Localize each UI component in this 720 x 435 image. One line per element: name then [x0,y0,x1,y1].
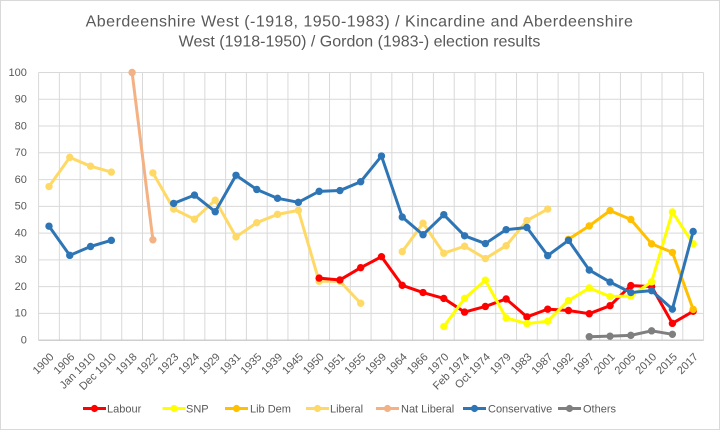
svg-text:60: 60 [15,174,27,186]
svg-text:West (1918-1950) / Gordon (198: West (1918-1950) / Gordon (1983-) electi… [179,33,541,50]
svg-text:20: 20 [15,281,27,293]
svg-text:SNP: SNP [186,403,209,415]
svg-text:Nat Liberal: Nat Liberal [401,403,454,415]
svg-text:Lib Dem: Lib Dem [250,403,291,415]
svg-text:Labour: Labour [107,403,142,415]
svg-text:100: 100 [9,67,27,79]
svg-text:Liberal: Liberal [330,403,363,415]
svg-text:Aberdeenshire West (-1918, 195: Aberdeenshire West (-1918, 1950-1983) / … [86,13,634,30]
svg-text:30: 30 [15,254,27,266]
svg-text:40: 40 [15,227,27,239]
svg-text:Conservative: Conservative [488,403,552,415]
svg-text:Others: Others [583,403,617,415]
svg-text:50: 50 [15,201,27,213]
svg-text:80: 80 [15,120,27,132]
svg-text:0: 0 [21,335,27,347]
svg-text:10: 10 [15,308,27,320]
svg-text:90: 90 [15,94,27,106]
svg-text:70: 70 [15,147,27,159]
